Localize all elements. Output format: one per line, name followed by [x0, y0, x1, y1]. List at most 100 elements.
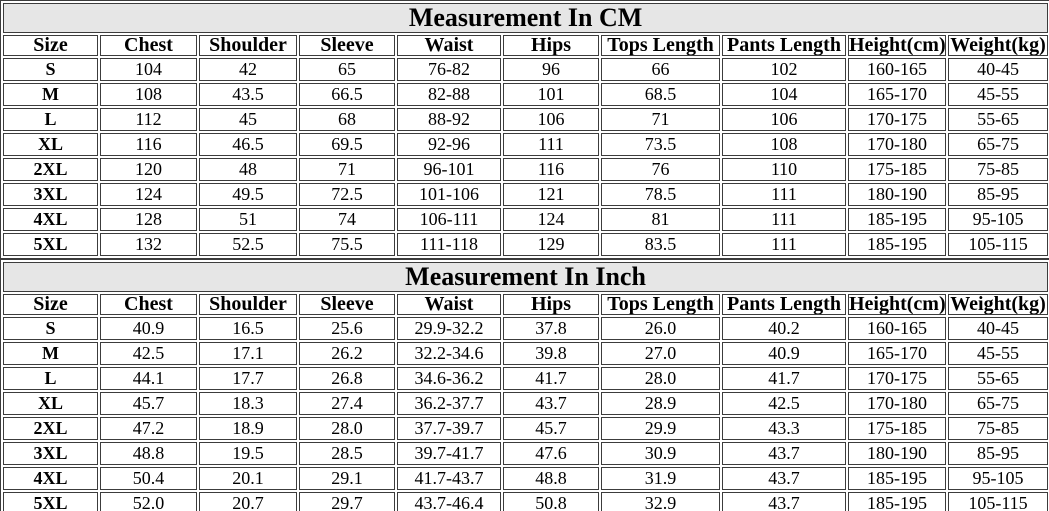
value-cell: 40-45	[948, 58, 1049, 81]
value-cell: 42	[199, 58, 297, 81]
size-cell: 4XL	[3, 208, 98, 231]
value-cell: 111	[722, 183, 846, 206]
value-cell: 26.2	[299, 342, 395, 365]
table-row: 4XL 50.4 20.1 29.1 41.7-43.7 48.8 31.9 43.7 185-…	[3, 467, 1049, 490]
column-header: Tops Length	[601, 35, 720, 56]
value-cell: 160-165	[848, 317, 946, 340]
column-header: Height(cm)	[848, 35, 946, 56]
value-cell: 81	[601, 208, 720, 231]
value-cell: 111	[503, 133, 599, 156]
measurement-inch-section: Measurement In Inch Size Chest Shoulder Sle…	[0, 259, 1049, 511]
value-cell: 45	[199, 108, 297, 131]
value-cell: 32.2-34.6	[397, 342, 501, 365]
column-header: Shoulder	[199, 35, 297, 56]
value-cell: 37.7-39.7	[397, 417, 501, 440]
value-cell: 71	[299, 158, 395, 181]
column-header: Sleeve	[299, 294, 395, 315]
value-cell: 102	[722, 58, 846, 81]
value-cell: 165-170	[848, 83, 946, 106]
table-row: XL 116 46.5 69.5 92-96 111 73.5 108 170-180 65-75	[3, 133, 1049, 156]
value-cell: 101-106	[397, 183, 501, 206]
size-cell: S	[3, 58, 98, 81]
value-cell: 105-115	[948, 492, 1049, 511]
column-header: Height(cm)	[848, 294, 946, 315]
value-cell: 41.7	[503, 367, 599, 390]
value-cell: 17.7	[199, 367, 297, 390]
value-cell: 40.2	[722, 317, 846, 340]
value-cell: 106	[503, 108, 599, 131]
title-row: Measurement In CM	[3, 3, 1049, 33]
value-cell: 32.9	[601, 492, 720, 511]
value-cell: 18.3	[199, 392, 297, 415]
value-cell: 75.5	[299, 233, 395, 256]
value-cell: 105-115	[948, 233, 1049, 256]
value-cell: 43.7-46.4	[397, 492, 501, 511]
value-cell: 66	[601, 58, 720, 81]
inch-table-body: S 40.9 16.5 25.6 29.9-32.2 37.8 26.0 40.2 160-16…	[3, 317, 1049, 511]
value-cell: 26.0	[601, 317, 720, 340]
value-cell: 39.7-41.7	[397, 442, 501, 465]
value-cell: 165-170	[848, 342, 946, 365]
value-cell: 111	[722, 233, 846, 256]
value-cell: 121	[503, 183, 599, 206]
value-cell: 170-175	[848, 367, 946, 390]
value-cell: 28.5	[299, 442, 395, 465]
value-cell: 47.6	[503, 442, 599, 465]
value-cell: 45-55	[948, 83, 1049, 106]
value-cell: 36.2-37.7	[397, 392, 501, 415]
column-header: Shoulder	[199, 294, 297, 315]
column-header: Size	[3, 35, 98, 56]
table-row: M 42.5 17.1 26.2 32.2-34.6 39.8 27.0 40.9 165-17…	[3, 342, 1049, 365]
value-cell: 185-195	[848, 492, 946, 511]
value-cell: 29.1	[299, 467, 395, 490]
value-cell: 83.5	[601, 233, 720, 256]
value-cell: 108	[722, 133, 846, 156]
value-cell: 95-105	[948, 467, 1049, 490]
value-cell: 116	[503, 158, 599, 181]
size-cell: L	[3, 108, 98, 131]
size-cell: M	[3, 83, 98, 106]
table-title: Measurement In CM	[3, 3, 1049, 33]
table-row: S 40.9 16.5 25.6 29.9-32.2 37.8 26.0 40.2 160-16…	[3, 317, 1049, 340]
column-header: Pants Length	[722, 35, 846, 56]
value-cell: 20.7	[199, 492, 297, 511]
value-cell: 185-195	[848, 467, 946, 490]
value-cell: 45-55	[948, 342, 1049, 365]
value-cell: 48.8	[503, 467, 599, 490]
value-cell: 41.7-43.7	[397, 467, 501, 490]
value-cell: 51	[199, 208, 297, 231]
column-header: Weight(kg)	[948, 294, 1049, 315]
value-cell: 96	[503, 58, 599, 81]
column-header: Waist	[397, 35, 501, 56]
header-row: Size Chest Shoulder Sleeve Waist Hips Tops Len…	[3, 35, 1049, 56]
size-cell: 5XL	[3, 233, 98, 256]
value-cell: 128	[100, 208, 197, 231]
value-cell: 49.5	[199, 183, 297, 206]
value-cell: 40.9	[100, 317, 197, 340]
value-cell: 112	[100, 108, 197, 131]
value-cell: 85-95	[948, 183, 1049, 206]
value-cell: 48.8	[100, 442, 197, 465]
value-cell: 160-165	[848, 58, 946, 81]
value-cell: 19.5	[199, 442, 297, 465]
size-cell: 3XL	[3, 442, 98, 465]
value-cell: 44.1	[100, 367, 197, 390]
table-row: XL 45.7 18.3 27.4 36.2-37.7 43.7 28.9 42.5 170-1…	[3, 392, 1049, 415]
column-header: Hips	[503, 35, 599, 56]
value-cell: 43.7	[722, 492, 846, 511]
table-row: M 108 43.5 66.5 82-88 101 68.5 104 165-170 45-55	[3, 83, 1049, 106]
value-cell: 120	[100, 158, 197, 181]
table-row: 5XL 52.0 20.7 29.7 43.7-46.4 50.8 32.9 43.7 185-…	[3, 492, 1049, 511]
column-header: Chest	[100, 35, 197, 56]
value-cell: 65	[299, 58, 395, 81]
value-cell: 78.5	[601, 183, 720, 206]
table-row: 5XL 132 52.5 75.5 111-118 129 83.5 111 185-195 10…	[3, 233, 1049, 256]
value-cell: 29.9-32.2	[397, 317, 501, 340]
value-cell: 28.9	[601, 392, 720, 415]
value-cell: 43.7	[722, 467, 846, 490]
value-cell: 132	[100, 233, 197, 256]
value-cell: 65-75	[948, 133, 1049, 156]
value-cell: 185-195	[848, 208, 946, 231]
value-cell: 104	[722, 83, 846, 106]
